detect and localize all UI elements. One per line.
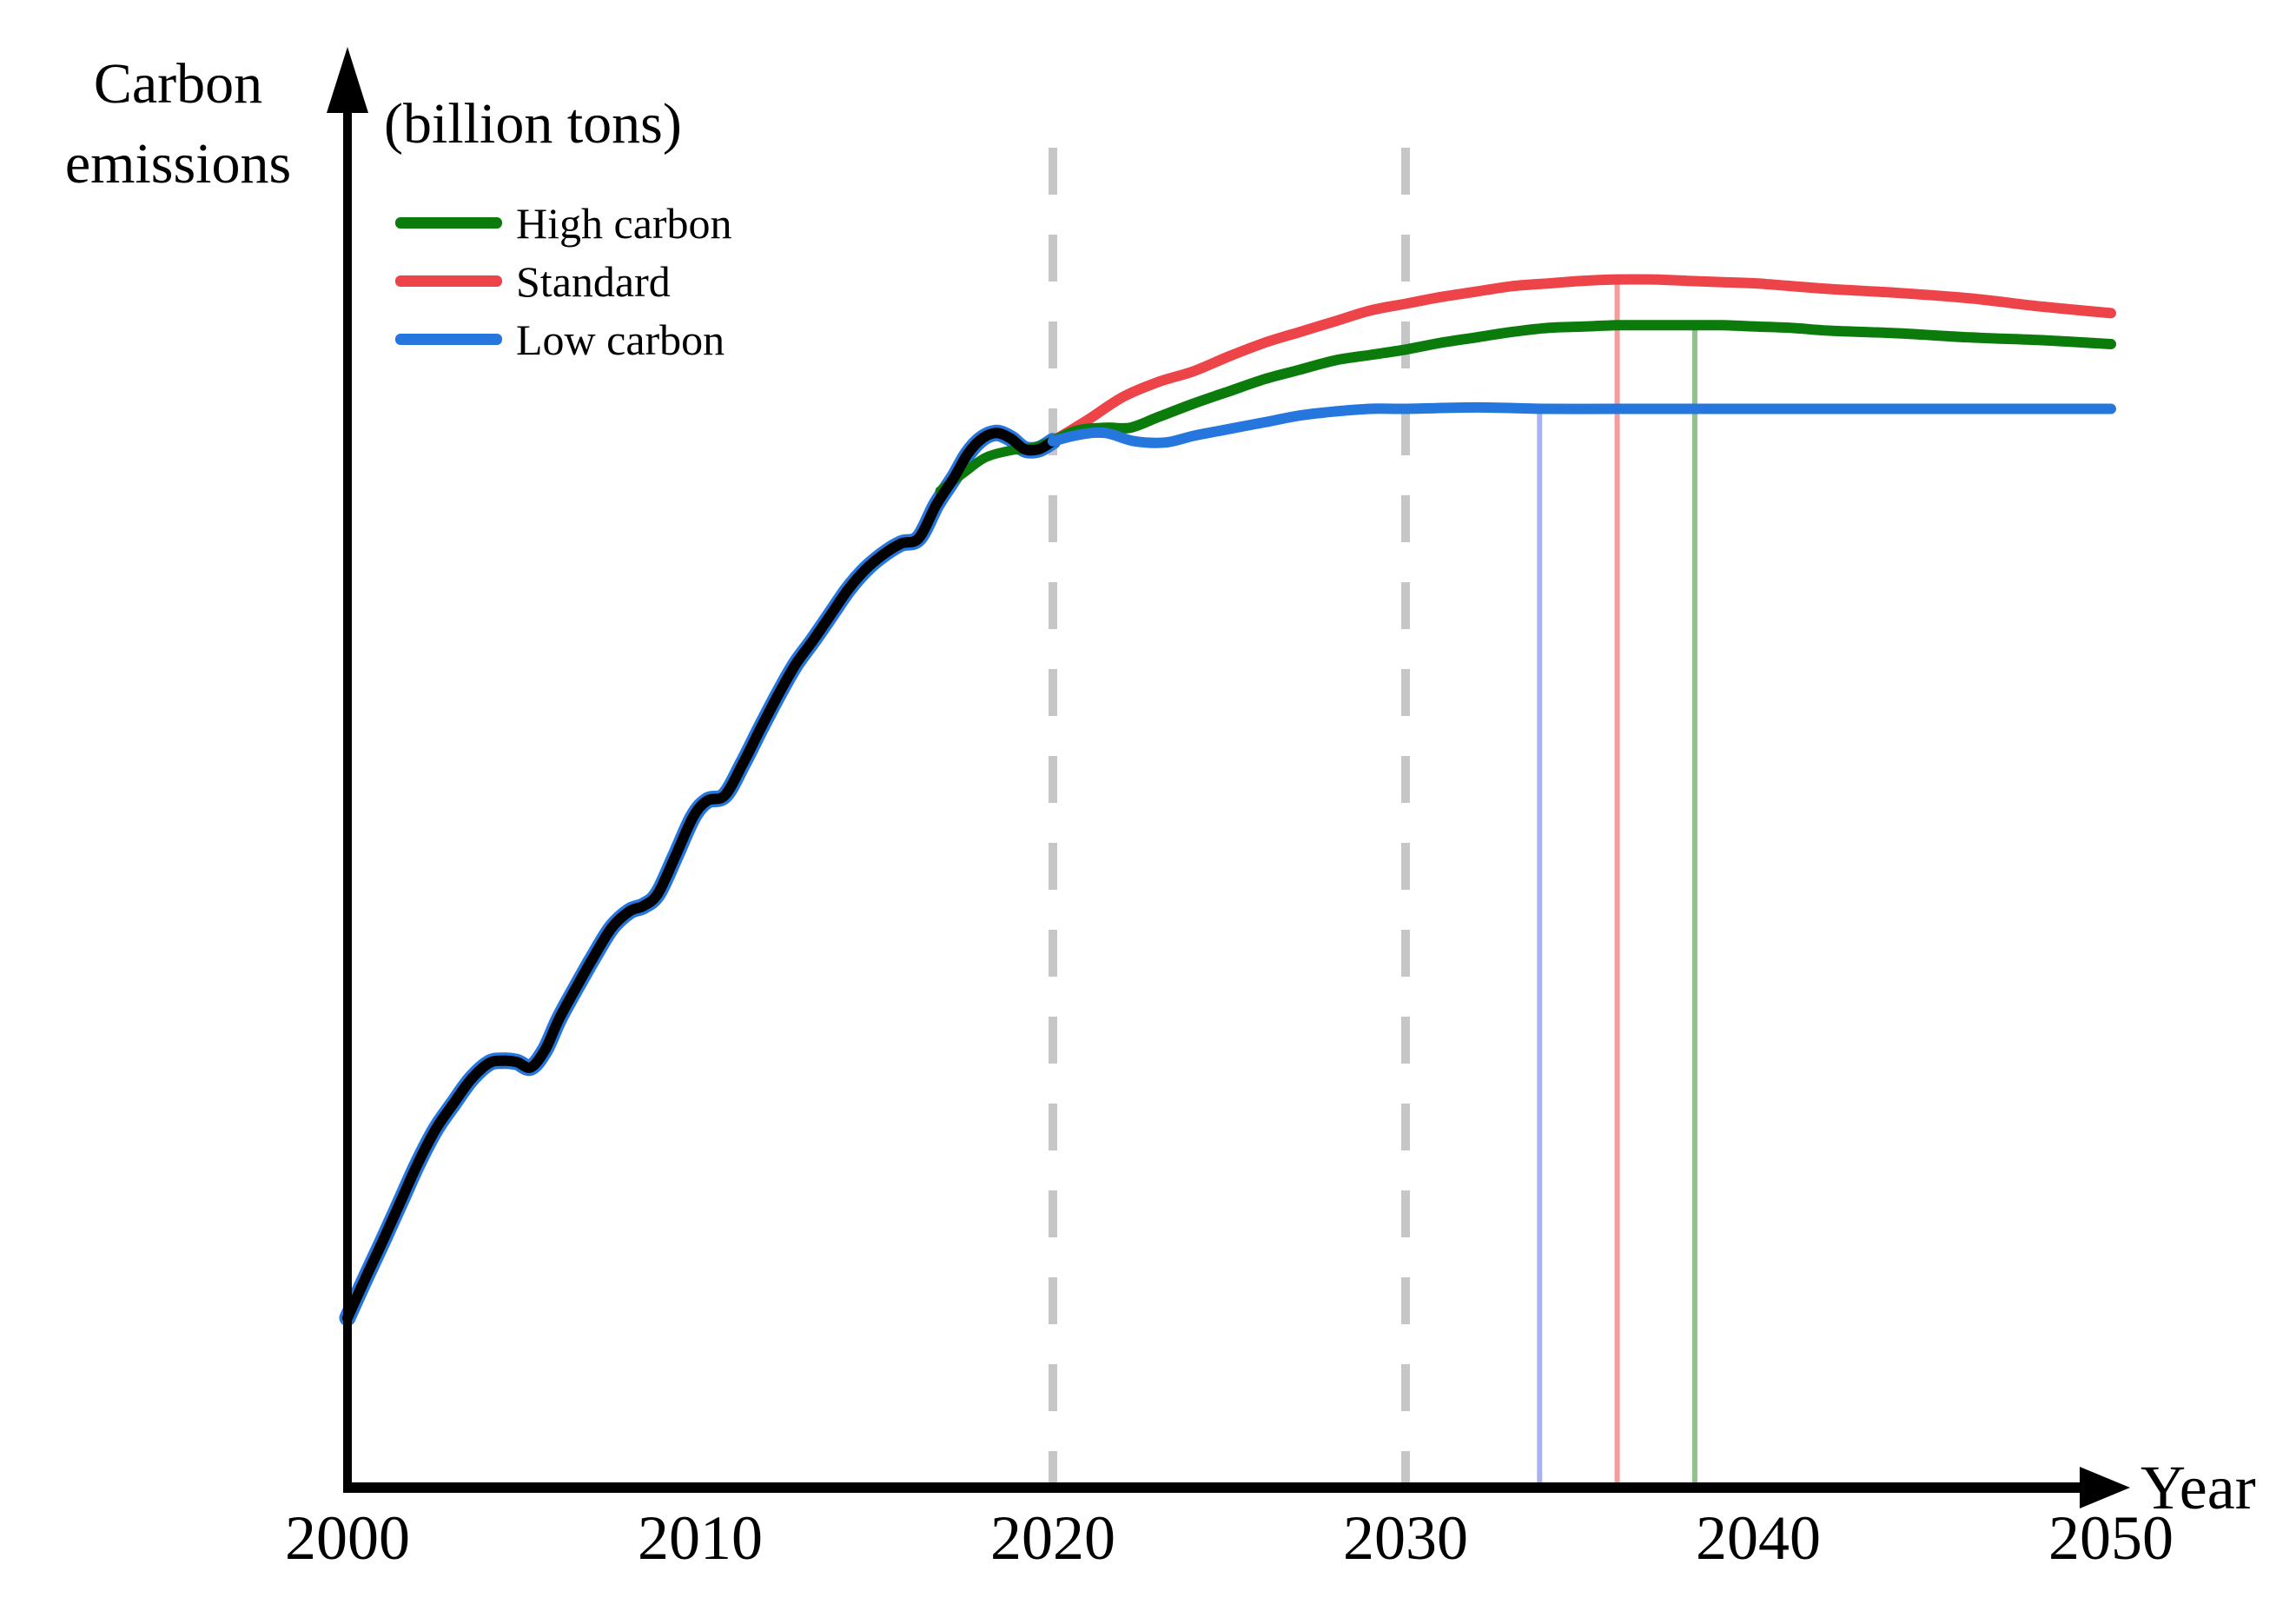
y-axis-title-line2: emissions	[65, 132, 291, 196]
series-low_underlay	[339, 424, 1062, 1327]
x-tick-2020: 2020	[990, 1503, 1115, 1573]
legend: High carbon Standard Low carbon	[395, 199, 732, 364]
x-axis-title: Year	[2141, 1453, 2256, 1522]
legend-label-standard: Standard	[516, 257, 671, 306]
x-tick-2030: 2030	[1343, 1503, 1468, 1573]
y-axis-arrowhead	[327, 47, 368, 113]
legend-swatch-standard	[395, 275, 502, 287]
gridlines-layer	[1049, 148, 1410, 1483]
legend-row-high-carbon: High carbon	[395, 199, 732, 248]
legend-row-low-carbon: Low carbon	[395, 315, 725, 364]
y-axis-unit-label: (billion tons)	[384, 92, 682, 156]
legend-row-standard: Standard	[395, 257, 671, 306]
peak-markers-layer	[1537, 279, 1697, 1483]
legend-swatch-high-carbon	[395, 217, 502, 229]
series-historical	[342, 428, 1058, 1323]
series-standard	[1048, 274, 2116, 447]
x-tick-2050: 2050	[2048, 1503, 2174, 1573]
legend-label-low-carbon: Low carbon	[516, 315, 725, 364]
legend-label-high-carbon: High carbon	[516, 199, 732, 248]
series-layer	[339, 274, 2116, 1327]
x-tick-2010: 2010	[638, 1503, 763, 1573]
series-high	[1048, 320, 2116, 447]
y-axis-title-line1: Carbon	[94, 52, 262, 116]
series-low	[1048, 401, 2116, 448]
x-tick-2000: 2000	[285, 1503, 410, 1573]
x-tick-2040: 2040	[1696, 1503, 1821, 1573]
x-axis-arrowhead	[2080, 1467, 2130, 1508]
legend-swatch-low-carbon	[395, 334, 502, 345]
